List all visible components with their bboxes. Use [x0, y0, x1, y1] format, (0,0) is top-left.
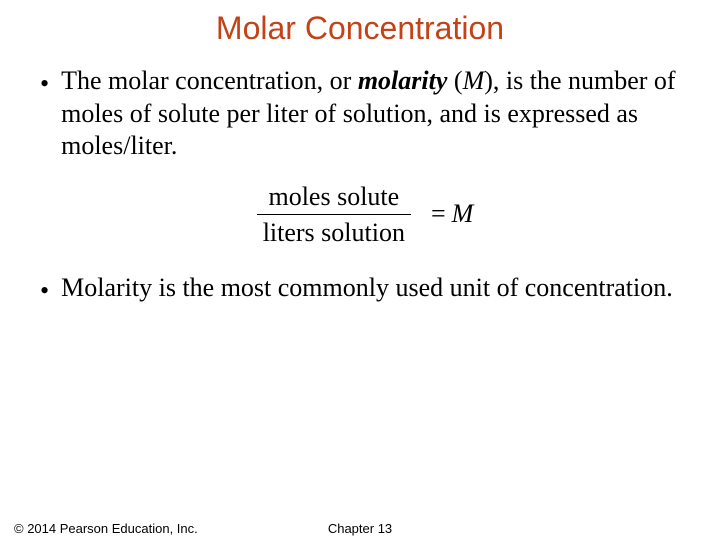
footer-chapter: Chapter 13 [0, 521, 720, 536]
bullet-text: Molarity is the most commonly used unit … [61, 272, 690, 305]
fraction: moles solute liters solution [257, 181, 411, 248]
fraction-denominator: liters solution [257, 214, 411, 248]
formula-rhs: = M [431, 199, 473, 229]
bullet-text: The molar concentration, or molarity (M)… [61, 65, 690, 163]
bullet-2: • Molarity is the most commonly used uni… [40, 272, 690, 305]
bullet-1: • The molar concentration, or molarity (… [40, 65, 690, 163]
slide-body: • The molar concentration, or molarity (… [0, 65, 720, 304]
molarity-symbol: M [452, 199, 474, 229]
fraction-numerator: moles solute [262, 181, 405, 214]
formula: moles solute liters solution = M [40, 181, 690, 248]
bullet-dot: • [40, 65, 49, 97]
equals-sign: = [431, 199, 446, 229]
slide: Molar Concentration • The molar concentr… [0, 10, 720, 540]
slide-title: Molar Concentration [0, 10, 720, 47]
bullet-dot: • [40, 272, 49, 304]
